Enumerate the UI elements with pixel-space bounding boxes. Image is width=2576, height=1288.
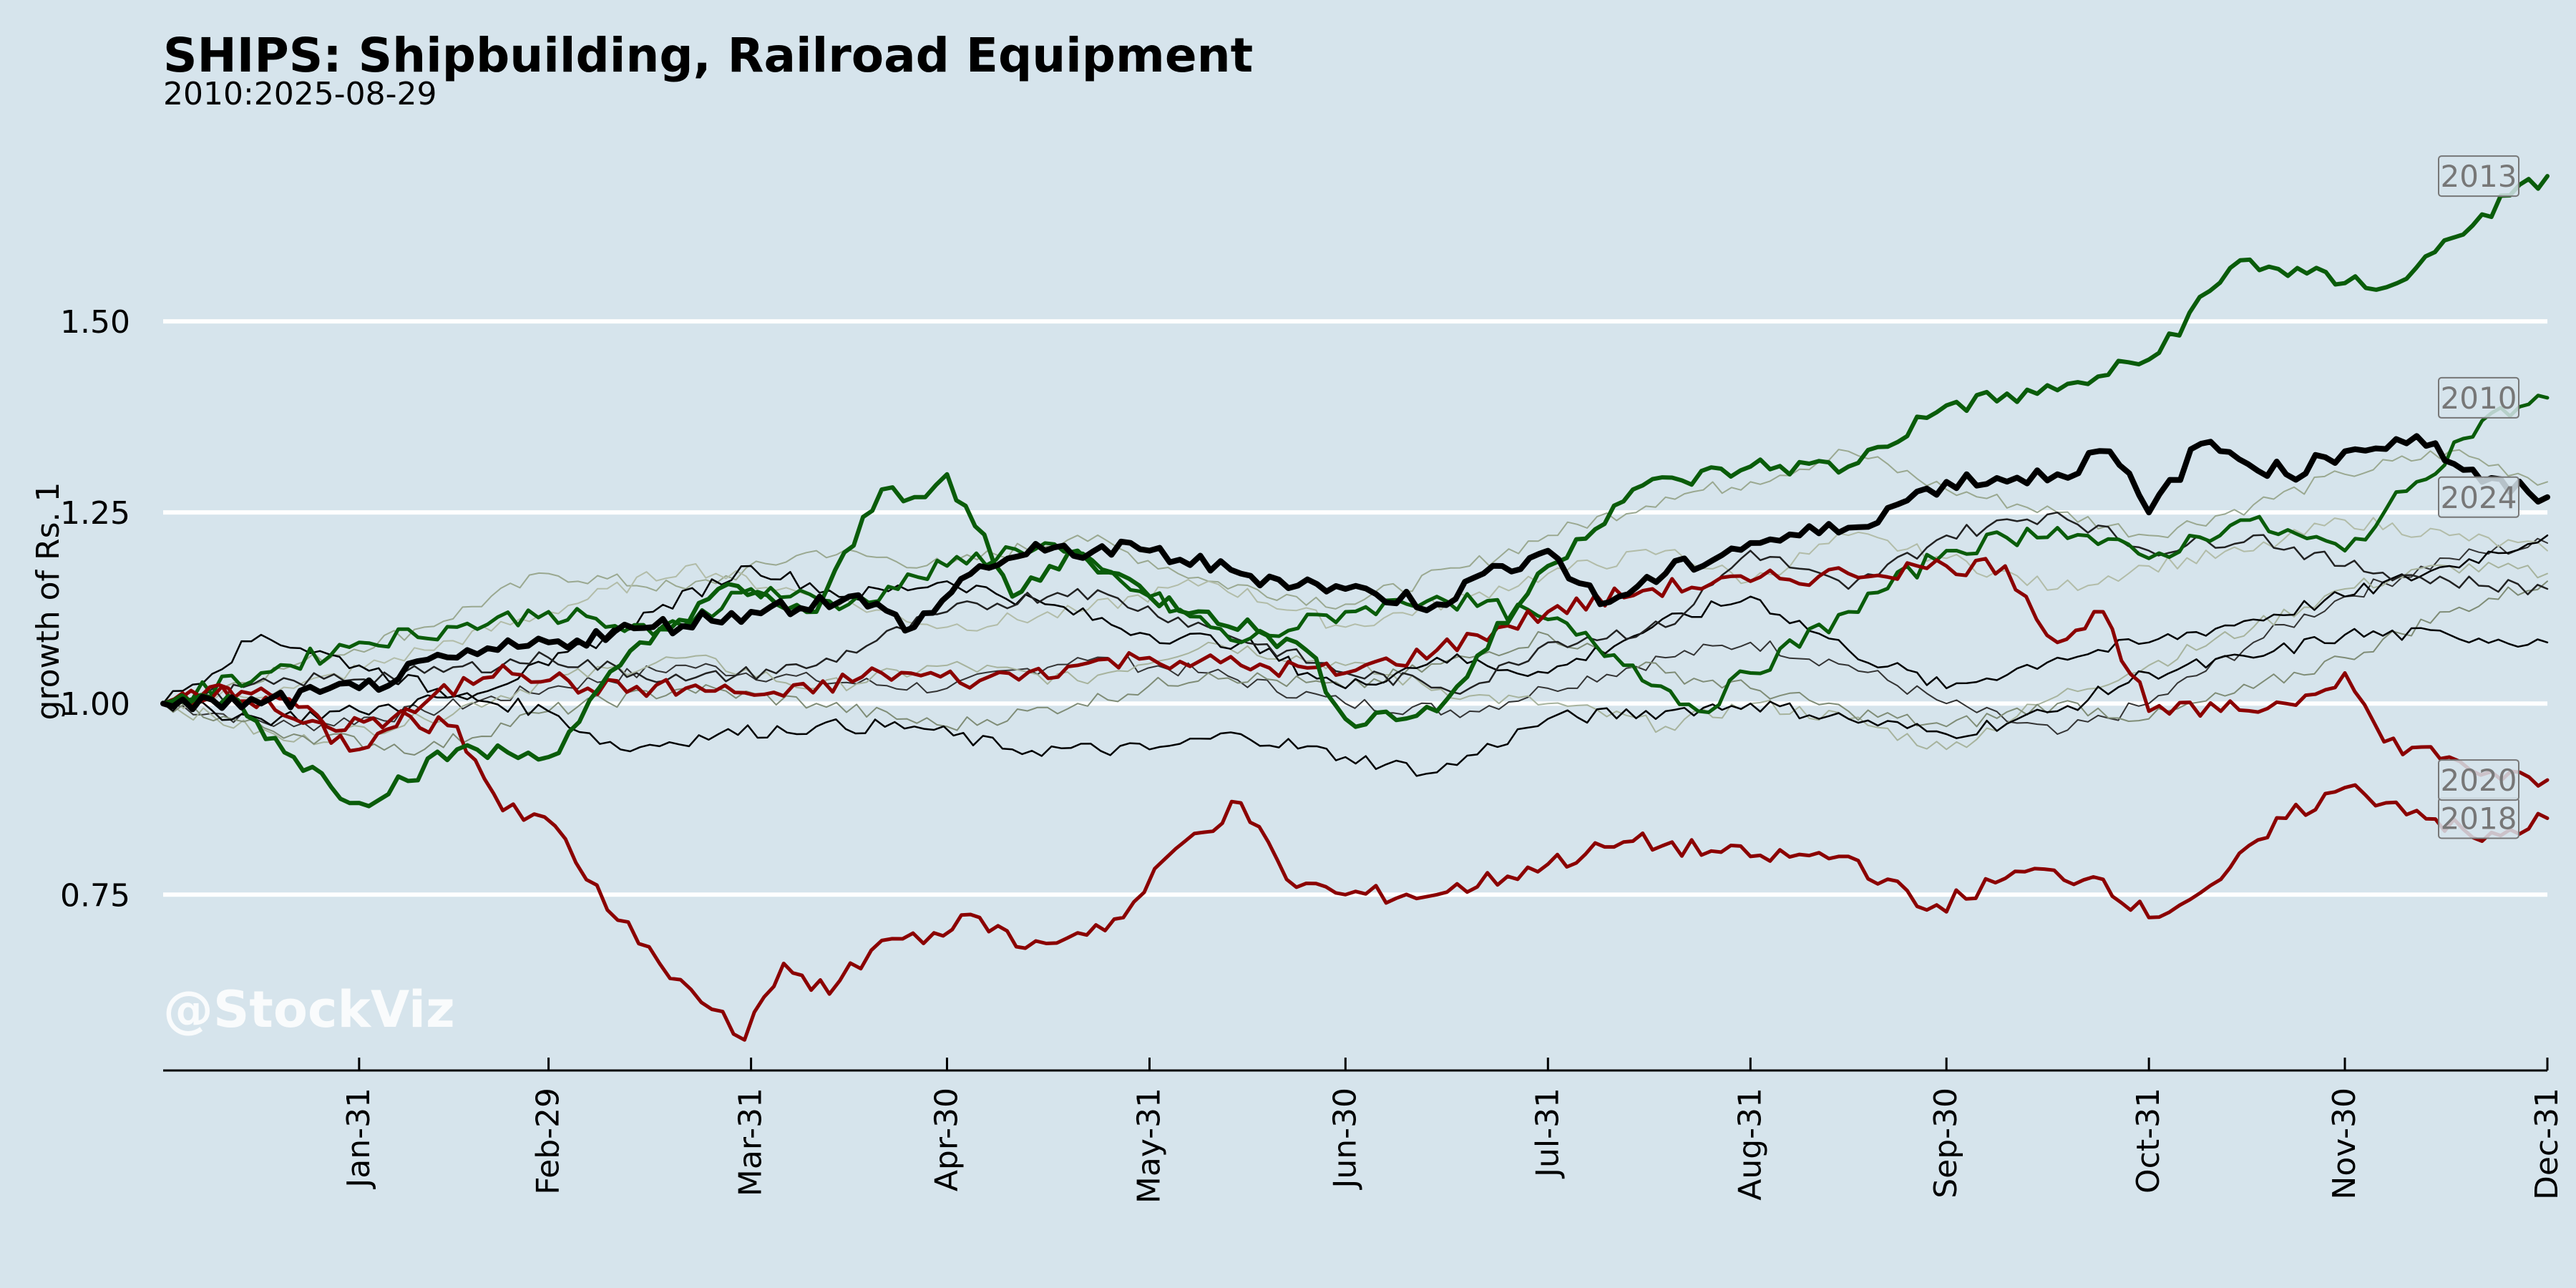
series-label-2024: 2024	[2438, 476, 2519, 518]
x-tick-label: Nov-30	[2326, 1088, 2363, 1200]
x-tick-label: Dec-31	[2529, 1088, 2565, 1200]
series-label-box	[2438, 376, 2519, 419]
series-label-2013: 2013	[2438, 155, 2519, 197]
x-tick-label: Apr-30	[928, 1088, 965, 1191]
x-tick-label: Mar-31	[733, 1088, 769, 1196]
series-label-text: 2024	[2441, 480, 2517, 515]
x-tick-label: Jun-30	[1327, 1088, 1363, 1191]
series-line-2013	[161, 174, 2550, 809]
x-tick-label: Aug-31	[1732, 1088, 1768, 1201]
y-axis-label: growth of Rs. 1	[30, 482, 67, 721]
series-line	[162, 449, 2548, 705]
series-line	[162, 537, 2548, 735]
series-label-2010: 2010	[2438, 376, 2519, 419]
series-label-text: 2013	[2441, 159, 2517, 194]
x-tick-label: Jul-31	[1529, 1088, 1566, 1179]
series-label-box	[2438, 476, 2519, 518]
series-line-2024	[160, 433, 2550, 713]
watermark: @StockViz	[163, 980, 455, 1039]
series-line	[162, 534, 2549, 705]
y-tick-label: 1.50	[60, 304, 130, 341]
series-line	[162, 627, 2549, 777]
series-line	[162, 580, 2548, 756]
x-tick-label: Feb-29	[530, 1088, 567, 1195]
series-line-2020	[161, 557, 2550, 788]
series-label-box	[2438, 759, 2519, 801]
series-label-2020: 2020	[2438, 759, 2519, 801]
x-tick-label: May-31	[1131, 1088, 1167, 1204]
series-label-text: 2020	[2441, 763, 2517, 798]
x-tick-label: Jan-31	[341, 1088, 377, 1190]
chart-subtitle: 2010:2025-08-29	[163, 76, 437, 112]
y-tick-label: 1.25	[60, 495, 130, 532]
series-lines	[160, 174, 2550, 1042]
x-tick-label: Sep-30	[1928, 1088, 1964, 1199]
series-line	[162, 562, 2548, 751]
series-label-text: 2018	[2441, 801, 2517, 836]
series-line-2010	[161, 394, 2550, 714]
y-tick-label: 0.75	[60, 877, 130, 914]
series-line	[162, 517, 2548, 710]
gridlines	[163, 319, 2547, 897]
series-label-box	[2438, 155, 2519, 197]
series-label-2018: 2018	[2438, 797, 2519, 839]
y-tick-label: 1.00	[60, 686, 130, 723]
axes: 0.75 1.00 1.25 1.50 Jan-31 Feb-29 Mar-31 Apr-30…	[60, 304, 2565, 1204]
series-label-text: 2010	[2441, 381, 2517, 416]
chart-title: SHIPS: Shipbuilding, Railroad Equipment	[163, 28, 1253, 83]
series-line-2018	[161, 685, 2550, 1042]
x-tick-label: Oct-31	[2130, 1088, 2167, 1194]
